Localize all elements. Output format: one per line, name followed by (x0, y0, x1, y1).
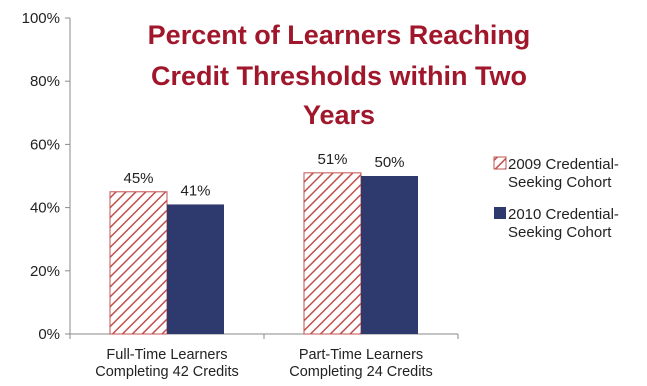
y-tick-label: 80% (30, 73, 60, 90)
legend-swatch (493, 156, 507, 170)
category-label: Completing 42 Credits (95, 364, 238, 380)
category-label: Completing 24 Credits (289, 364, 432, 380)
legend-label: Seeking Cohort (508, 224, 612, 241)
data-label: 45% (123, 170, 153, 187)
y-tick-label: 20% (30, 263, 60, 280)
bar (361, 176, 418, 334)
y-tick-label: 0% (38, 326, 60, 343)
bars: 45% 41% 51% 50% (109, 151, 418, 335)
legend-swatch (494, 207, 506, 219)
chart-title-line: Percent of Learners Reaching (148, 20, 531, 50)
bar (303, 172, 362, 335)
chart-title-line: Credit Thresholds within Two (151, 61, 527, 91)
chart-title-line: Years (303, 100, 375, 130)
category-label: Part-Time Learners (299, 347, 423, 363)
bar (167, 204, 224, 334)
data-label: 50% (374, 154, 404, 171)
axes: 0%20%40%60%80%100%Full-Time LearnersComp… (22, 10, 459, 380)
legend-label: 2009 Credential- (508, 156, 619, 173)
bar (109, 191, 168, 335)
chart-title: Percent of Learners Reaching Credit Thres… (148, 20, 531, 130)
legend-label: 2010 Credential- (508, 206, 619, 223)
legend-label: Seeking Cohort (508, 174, 612, 191)
data-label: 51% (317, 151, 347, 168)
category-label: Full-Time Learners (106, 347, 227, 363)
y-tick-label: 60% (30, 136, 60, 153)
data-label: 41% (180, 182, 210, 199)
y-tick-label: 100% (22, 10, 60, 27)
y-tick-label: 40% (30, 200, 60, 217)
